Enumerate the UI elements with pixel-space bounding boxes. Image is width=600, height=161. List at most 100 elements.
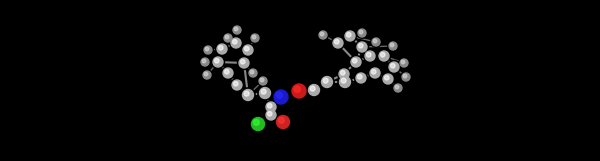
Circle shape xyxy=(391,63,395,68)
Circle shape xyxy=(345,31,355,41)
Circle shape xyxy=(340,76,350,87)
Circle shape xyxy=(224,34,232,42)
Circle shape xyxy=(244,91,249,96)
Circle shape xyxy=(258,76,268,86)
Circle shape xyxy=(203,45,213,55)
Circle shape xyxy=(401,72,411,82)
Circle shape xyxy=(365,51,375,61)
Circle shape xyxy=(359,30,363,34)
Circle shape xyxy=(202,70,212,80)
Circle shape xyxy=(341,71,345,75)
Circle shape xyxy=(233,26,241,34)
Circle shape xyxy=(250,116,266,133)
Circle shape xyxy=(349,56,362,68)
Circle shape xyxy=(242,90,254,100)
Circle shape xyxy=(205,47,209,51)
Circle shape xyxy=(364,49,377,62)
Circle shape xyxy=(250,33,260,43)
Circle shape xyxy=(357,28,367,38)
Circle shape xyxy=(382,72,395,85)
Circle shape xyxy=(355,71,367,85)
Circle shape xyxy=(401,60,405,64)
Circle shape xyxy=(355,41,368,53)
Circle shape xyxy=(252,35,256,39)
Circle shape xyxy=(379,51,389,61)
Circle shape xyxy=(261,89,266,94)
Circle shape xyxy=(215,58,219,63)
Circle shape xyxy=(323,78,328,83)
Circle shape xyxy=(377,49,391,62)
Circle shape xyxy=(241,88,255,102)
Circle shape xyxy=(390,43,394,47)
Circle shape xyxy=(215,43,229,56)
Circle shape xyxy=(277,115,290,128)
Circle shape xyxy=(399,58,409,68)
Circle shape xyxy=(388,61,401,74)
Circle shape xyxy=(238,57,251,70)
Circle shape xyxy=(357,42,367,52)
Circle shape xyxy=(351,57,361,67)
Circle shape xyxy=(265,100,277,114)
Circle shape xyxy=(239,58,249,68)
Circle shape xyxy=(245,47,249,51)
Circle shape xyxy=(243,45,253,55)
Circle shape xyxy=(204,72,208,76)
Circle shape xyxy=(307,83,321,97)
Circle shape xyxy=(259,77,267,85)
Circle shape xyxy=(389,42,397,50)
Circle shape xyxy=(276,92,283,98)
Circle shape xyxy=(290,82,308,100)
Circle shape xyxy=(253,119,259,125)
Circle shape xyxy=(204,46,212,54)
Circle shape xyxy=(248,68,258,78)
Circle shape xyxy=(268,104,272,108)
Circle shape xyxy=(370,68,380,78)
Circle shape xyxy=(218,46,223,50)
Circle shape xyxy=(268,112,272,116)
Circle shape xyxy=(339,69,349,79)
Circle shape xyxy=(278,118,284,123)
Circle shape xyxy=(400,59,408,67)
Circle shape xyxy=(203,71,211,79)
Circle shape xyxy=(308,85,320,95)
Circle shape xyxy=(402,73,410,81)
Circle shape xyxy=(310,86,315,91)
Circle shape xyxy=(223,33,233,43)
Circle shape xyxy=(358,29,366,37)
Circle shape xyxy=(232,25,242,35)
Circle shape xyxy=(320,75,334,89)
Circle shape xyxy=(380,52,385,57)
Circle shape xyxy=(322,76,332,87)
Circle shape xyxy=(331,37,344,49)
Circle shape xyxy=(294,86,301,92)
Circle shape xyxy=(251,34,259,42)
Circle shape xyxy=(221,66,235,80)
Circle shape xyxy=(233,39,237,44)
Circle shape xyxy=(201,58,209,66)
Circle shape xyxy=(224,70,229,74)
Circle shape xyxy=(212,56,224,68)
Circle shape xyxy=(353,58,357,63)
Circle shape xyxy=(223,68,233,78)
Circle shape xyxy=(372,38,380,46)
Circle shape xyxy=(217,44,227,54)
Circle shape xyxy=(233,81,238,86)
Circle shape xyxy=(383,74,393,84)
Circle shape xyxy=(230,79,244,91)
Circle shape xyxy=(359,43,363,48)
Circle shape xyxy=(388,41,398,51)
Circle shape xyxy=(368,66,382,80)
Circle shape xyxy=(333,38,343,48)
Circle shape xyxy=(403,74,407,78)
Circle shape xyxy=(231,38,241,48)
Circle shape xyxy=(202,59,206,63)
Circle shape xyxy=(275,114,292,130)
Circle shape xyxy=(292,84,306,98)
Circle shape xyxy=(260,87,271,99)
Circle shape xyxy=(266,102,276,112)
Circle shape xyxy=(250,70,254,74)
Circle shape xyxy=(371,70,376,74)
Circle shape xyxy=(394,84,402,92)
Circle shape xyxy=(232,80,242,90)
Circle shape xyxy=(358,75,362,79)
